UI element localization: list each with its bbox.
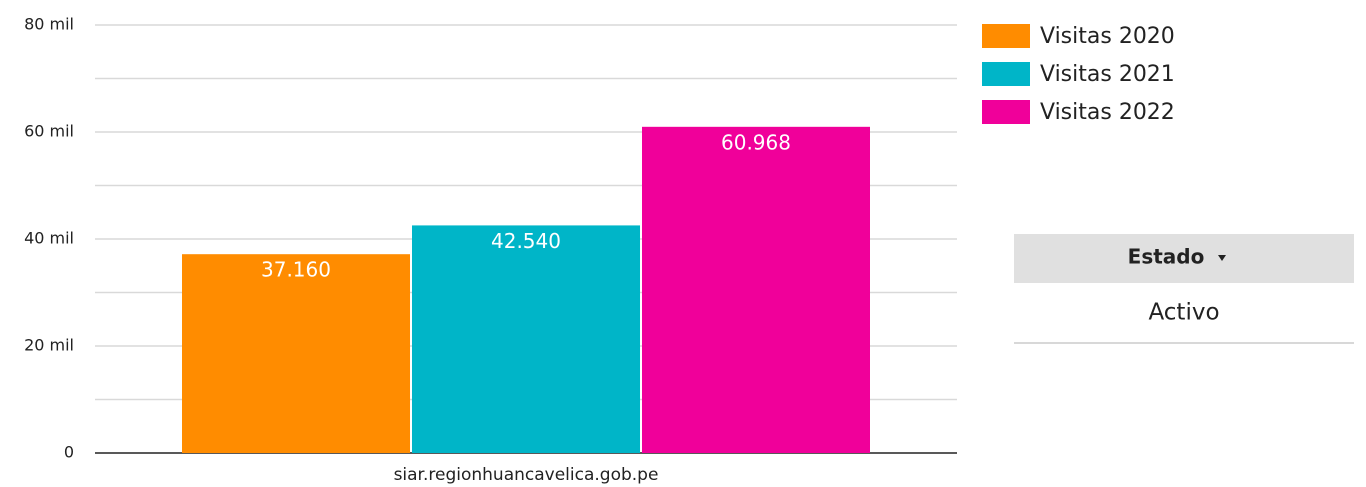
dropdown-arrow[interactable]	[1218, 255, 1226, 261]
legend-swatch	[982, 100, 1030, 124]
legend-swatch	[982, 62, 1030, 86]
legend-swatch	[982, 24, 1030, 48]
bar	[642, 126, 870, 453]
value-label: 60.968	[721, 130, 791, 154]
bar	[182, 254, 410, 453]
y-tick-label: 0	[64, 443, 74, 462]
y-tick-label: 20 mil	[24, 336, 74, 355]
x-tick-label: siar.regionhuancavelica.gob.pe	[394, 465, 659, 485]
filter-header[interactable]	[1014, 234, 1354, 283]
legend-label: Visitas 2020	[1040, 24, 1175, 49]
value-label: 37.160	[261, 258, 331, 282]
legend-label: Visitas 2022	[1040, 100, 1175, 125]
y-tick-label: 80 mil	[24, 15, 74, 34]
y-tick-label: 40 mil	[24, 229, 74, 248]
filter-label: Estado	[1128, 245, 1205, 269]
bar	[412, 225, 640, 453]
legend-label: Visitas 2021	[1040, 62, 1175, 87]
filter-value[interactable]: Activo	[1148, 300, 1219, 326]
value-label: 42.540	[491, 229, 561, 253]
y-tick-label: 60 mil	[24, 122, 74, 141]
